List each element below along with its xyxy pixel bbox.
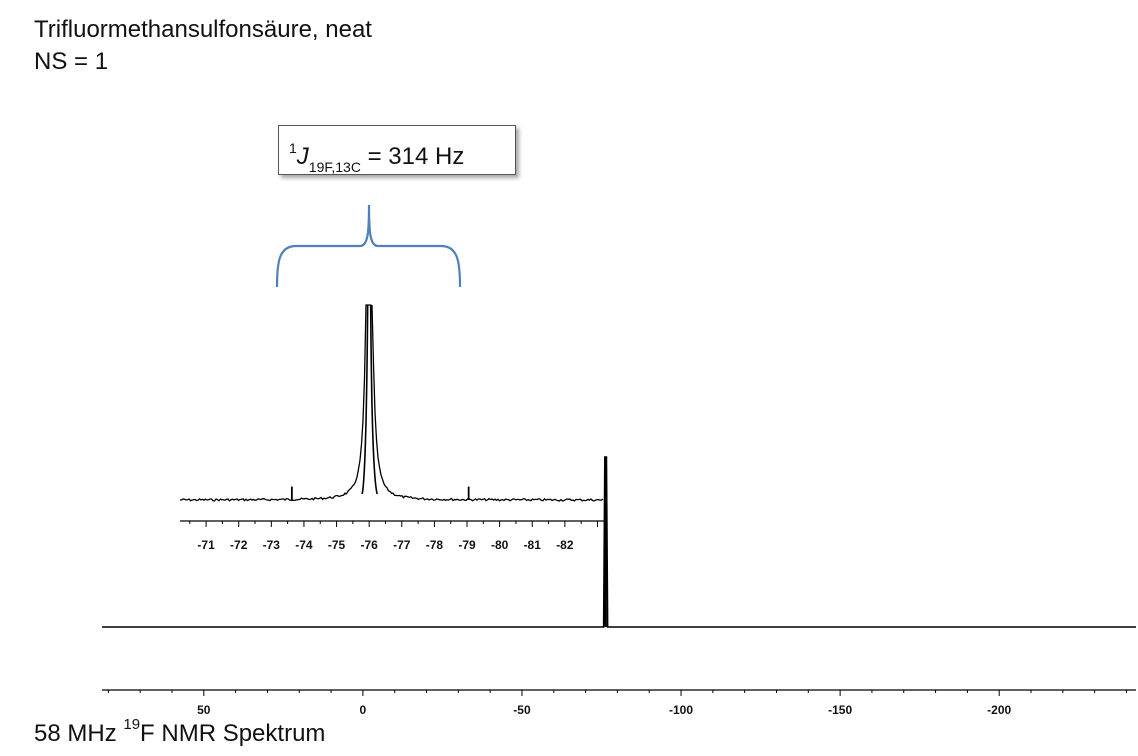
inset-tick-label: -71 <box>197 538 215 552</box>
main-x-axis: 50 0 -50 -100 -150 -200 <box>102 689 1136 717</box>
annotation-sup: 1 <box>289 140 297 156</box>
main-tick-label: 50 <box>197 703 211 717</box>
title-line-scans: NS = 1 <box>34 48 109 75</box>
main-tick-label: 0 <box>360 703 367 717</box>
inset-spectrum-trace <box>179 304 604 502</box>
coupling-bracket <box>275 204 462 288</box>
inset-tick-label: -74 <box>295 538 313 552</box>
inset-tick-label: -81 <box>524 538 542 552</box>
inset-spectrum <box>179 304 604 502</box>
main-tick-label: -50 <box>513 703 531 717</box>
main-tick-label: -150 <box>828 703 852 717</box>
inset-tick-label: -82 <box>556 538 574 552</box>
coupling-annotation: 1J19F,13C = 314 Hz <box>278 125 516 175</box>
main-tick-label: -100 <box>669 703 693 717</box>
main-spectrum <box>102 456 1136 628</box>
inset-tick-label: -72 <box>230 538 248 552</box>
inset-main-peak <box>361 304 378 495</box>
main-tick-label: -200 <box>987 703 1011 717</box>
inset-tick-label: -80 <box>491 538 509 552</box>
caption-isotope: 19 <box>123 716 141 733</box>
main-spectrum-trace <box>102 456 1136 628</box>
caption-suffix: F NMR Spektrum <box>140 720 326 747</box>
inset-tick-label: -77 <box>393 538 411 552</box>
spectrum-title: Trifluormethansulfonsäure, neat NS = 1 <box>34 14 372 78</box>
title-line-sample: Trifluormethansulfonsäure, neat <box>34 16 372 43</box>
inset-tick-label: -75 <box>328 538 346 552</box>
annotation-symbol: J <box>296 143 309 170</box>
inset-tick-label: -73 <box>263 538 281 552</box>
inset-x-axis: -71 -72 -73 -74 -75 -76 -77 -78 -79 -80 -81 -82 <box>180 520 604 552</box>
inset-tick-label: -79 <box>458 538 476 552</box>
inset-tick-label: -78 <box>426 538 444 552</box>
spectrum-caption: 58 MHz 19F NMR Spektrum <box>34 716 326 748</box>
inset-tick-label: -76 <box>360 538 378 552</box>
caption-prefix: 58 MHz <box>34 720 124 747</box>
annotation-sub: 19F,13C <box>308 158 361 175</box>
annotation-value: = 314 Hz <box>360 143 465 170</box>
